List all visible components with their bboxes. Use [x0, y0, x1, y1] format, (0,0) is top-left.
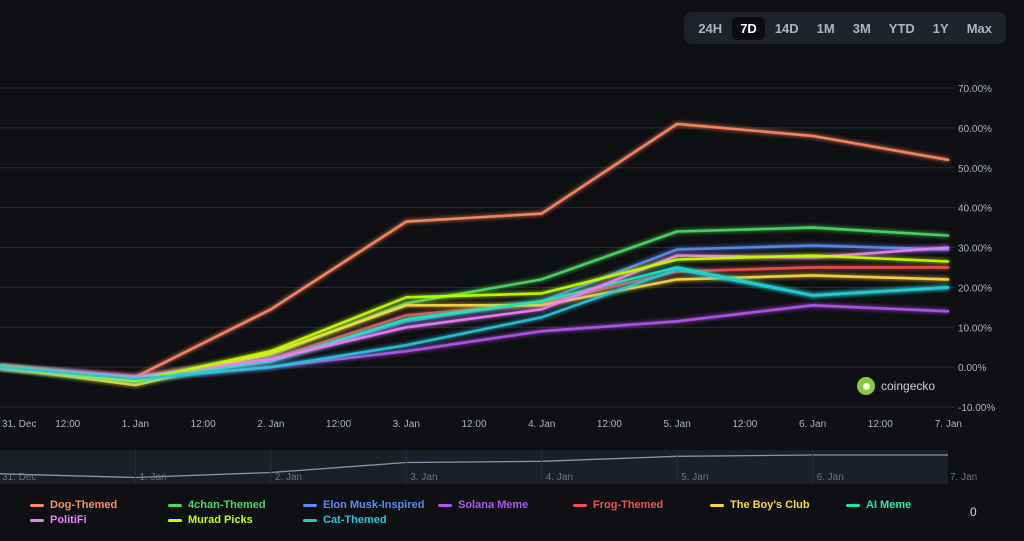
navigator-label: 31. Dec [2, 472, 36, 483]
legend-label: Frog-Themed [593, 499, 664, 511]
legend-label: 4chan-Themed [188, 499, 266, 511]
x-axis: 31. Dec 12:00 1. Jan 12:00 2. Jan 12:00 3. Jan… [2, 419, 962, 430]
navigator-label: 5. Jan [681, 472, 708, 483]
navigator-label: 3. Jan [410, 472, 437, 483]
series-line-frog-themed[interactable] [0, 266, 950, 379]
coingecko-logo-icon [857, 377, 875, 395]
y-tick-label: 20.00% [958, 283, 992, 294]
series-line-solana-meme[interactable] [0, 303, 950, 381]
series-line-4chan-themed[interactable] [0, 226, 950, 381]
series-line-cat-themed[interactable] [0, 268, 950, 381]
legend-label: Dog-Themed [50, 499, 118, 511]
legend-swatch [168, 518, 182, 522]
x-tick-label: 12:00 [732, 419, 757, 430]
legend-label: Solana Meme [458, 499, 529, 511]
x-tick-label: 1. Jan [122, 419, 149, 430]
legend-item-ai-meme[interactable]: AI Meme [846, 499, 911, 511]
legend-swatch [846, 503, 860, 507]
legend-item-murad-picks[interactable]: Murad Picks [168, 514, 253, 526]
legend-item-4chan-themed[interactable]: 4chan-Themed [168, 499, 266, 511]
x-tick-label: 12:00 [868, 419, 893, 430]
legend-label: AI Meme [866, 499, 912, 511]
x-tick-label: 31. Dec [2, 419, 36, 430]
legend-swatch [710, 503, 724, 507]
x-tick-label: 4. Jan [528, 419, 555, 430]
watermark-text: coingecko [881, 379, 936, 393]
y-tick-label: 30.00% [958, 244, 992, 255]
range-ytd-button[interactable]: YTD [888, 20, 915, 36]
series-line-ai-meme[interactable] [0, 266, 950, 383]
coingecko-watermark: coingecko [857, 377, 935, 395]
time-range-selector: 24H 7D 14D 1M 3M YTD 1Y Max [684, 12, 1006, 44]
legend-swatch [30, 503, 44, 507]
gridlines [0, 87, 955, 408]
x-tick-label: 6. Jan [799, 419, 826, 430]
navigator-label: 4. Jan [546, 472, 573, 483]
x-tick-label: 3. Jan [393, 419, 420, 430]
x-tick-label: 12:00 [191, 419, 216, 430]
navigator-series-line [0, 454, 948, 479]
legend-item-elon-musk-inspired[interactable]: Elon Musk-Inspired [303, 499, 424, 511]
range-navigator[interactable]: 31. Dec 1. Jan 2. Jan 3. Jan 4. Jan 5. Jan 6. … [0, 450, 977, 484]
navigator-label: 1. Jan [139, 472, 166, 483]
legend-more-text[interactable]: 0 [970, 505, 977, 519]
x-tick-label: 12:00 [326, 419, 351, 430]
series-line-dog-themed[interactable] [0, 122, 950, 379]
range-7d-button[interactable]: 7D [732, 16, 765, 40]
y-tick-label: 40.00% [958, 204, 992, 215]
legend-item-the-boy-s-club[interactable]: The Boy's Club [710, 499, 810, 511]
legend-item-politifi[interactable]: PolitiFi [30, 514, 87, 526]
legend-item-cat-themed[interactable]: Cat-Themed [303, 514, 387, 526]
line-chart: 70.00% 60.00% 50.00% 40.00% 30.00% 20.00% 10.0… [0, 84, 995, 484]
legend-label: Murad Picks [188, 514, 253, 526]
series-line-the-boy-s-club[interactable] [0, 274, 950, 387]
legend-label: PolitiFi [50, 514, 87, 526]
x-tick-label: 12:00 [461, 419, 486, 430]
y-tick-label: 10.00% [958, 323, 992, 334]
y-tick-label: 50.00% [958, 164, 992, 175]
legend-item-frog-themed[interactable]: Frog-Themed [573, 499, 663, 511]
y-tick-label: 0.00% [958, 363, 986, 374]
series-lines [0, 122, 950, 387]
legend-swatch [303, 518, 317, 522]
x-tick-label: 7. Jan [935, 419, 962, 430]
chart-legend: Dog-Themed 4chan-Themed Elon Musk-Inspired… [0, 490, 1024, 538]
y-tick-label: -10.00% [958, 403, 995, 414]
navigator-label: 6. Jan [817, 472, 844, 483]
range-14d-button[interactable]: 14D [774, 20, 799, 36]
navigator-label: 7. Jan [950, 472, 977, 483]
legend-swatch [30, 518, 44, 522]
navigator-label: 2. Jan [275, 472, 302, 483]
y-tick-label: 70.00% [958, 84, 992, 95]
legend-item-solana-meme[interactable]: Solana Meme [438, 499, 528, 511]
y-axis: 70.00% 60.00% 50.00% 40.00% 30.00% 20.00% 10.0… [958, 84, 995, 414]
range-24h-button[interactable]: 24H [698, 20, 723, 36]
range-3m-button[interactable]: 3M [852, 20, 871, 36]
range-1y-button[interactable]: 1Y [932, 20, 949, 36]
x-tick-label: 12:00 [597, 419, 622, 430]
legend-swatch [438, 503, 452, 507]
range-1m-button[interactable]: 1M [816, 20, 835, 36]
range-max-button[interactable]: Max [966, 20, 992, 36]
legend-swatch [573, 503, 587, 507]
legend-swatch [303, 503, 317, 507]
x-tick-label: 5. Jan [664, 419, 691, 430]
legend-label: The Boy's Club [730, 499, 810, 511]
legend-label: Elon Musk-Inspired [323, 499, 425, 511]
series-line-elon-musk-inspired[interactable] [0, 244, 950, 381]
legend-item-dog-themed[interactable]: Dog-Themed [30, 499, 117, 511]
x-tick-label: 2. Jan [257, 419, 284, 430]
legend-label: Cat-Themed [323, 514, 387, 526]
legend-swatch [168, 503, 182, 507]
x-tick-label: 12:00 [55, 419, 80, 430]
y-tick-label: 60.00% [958, 124, 992, 135]
